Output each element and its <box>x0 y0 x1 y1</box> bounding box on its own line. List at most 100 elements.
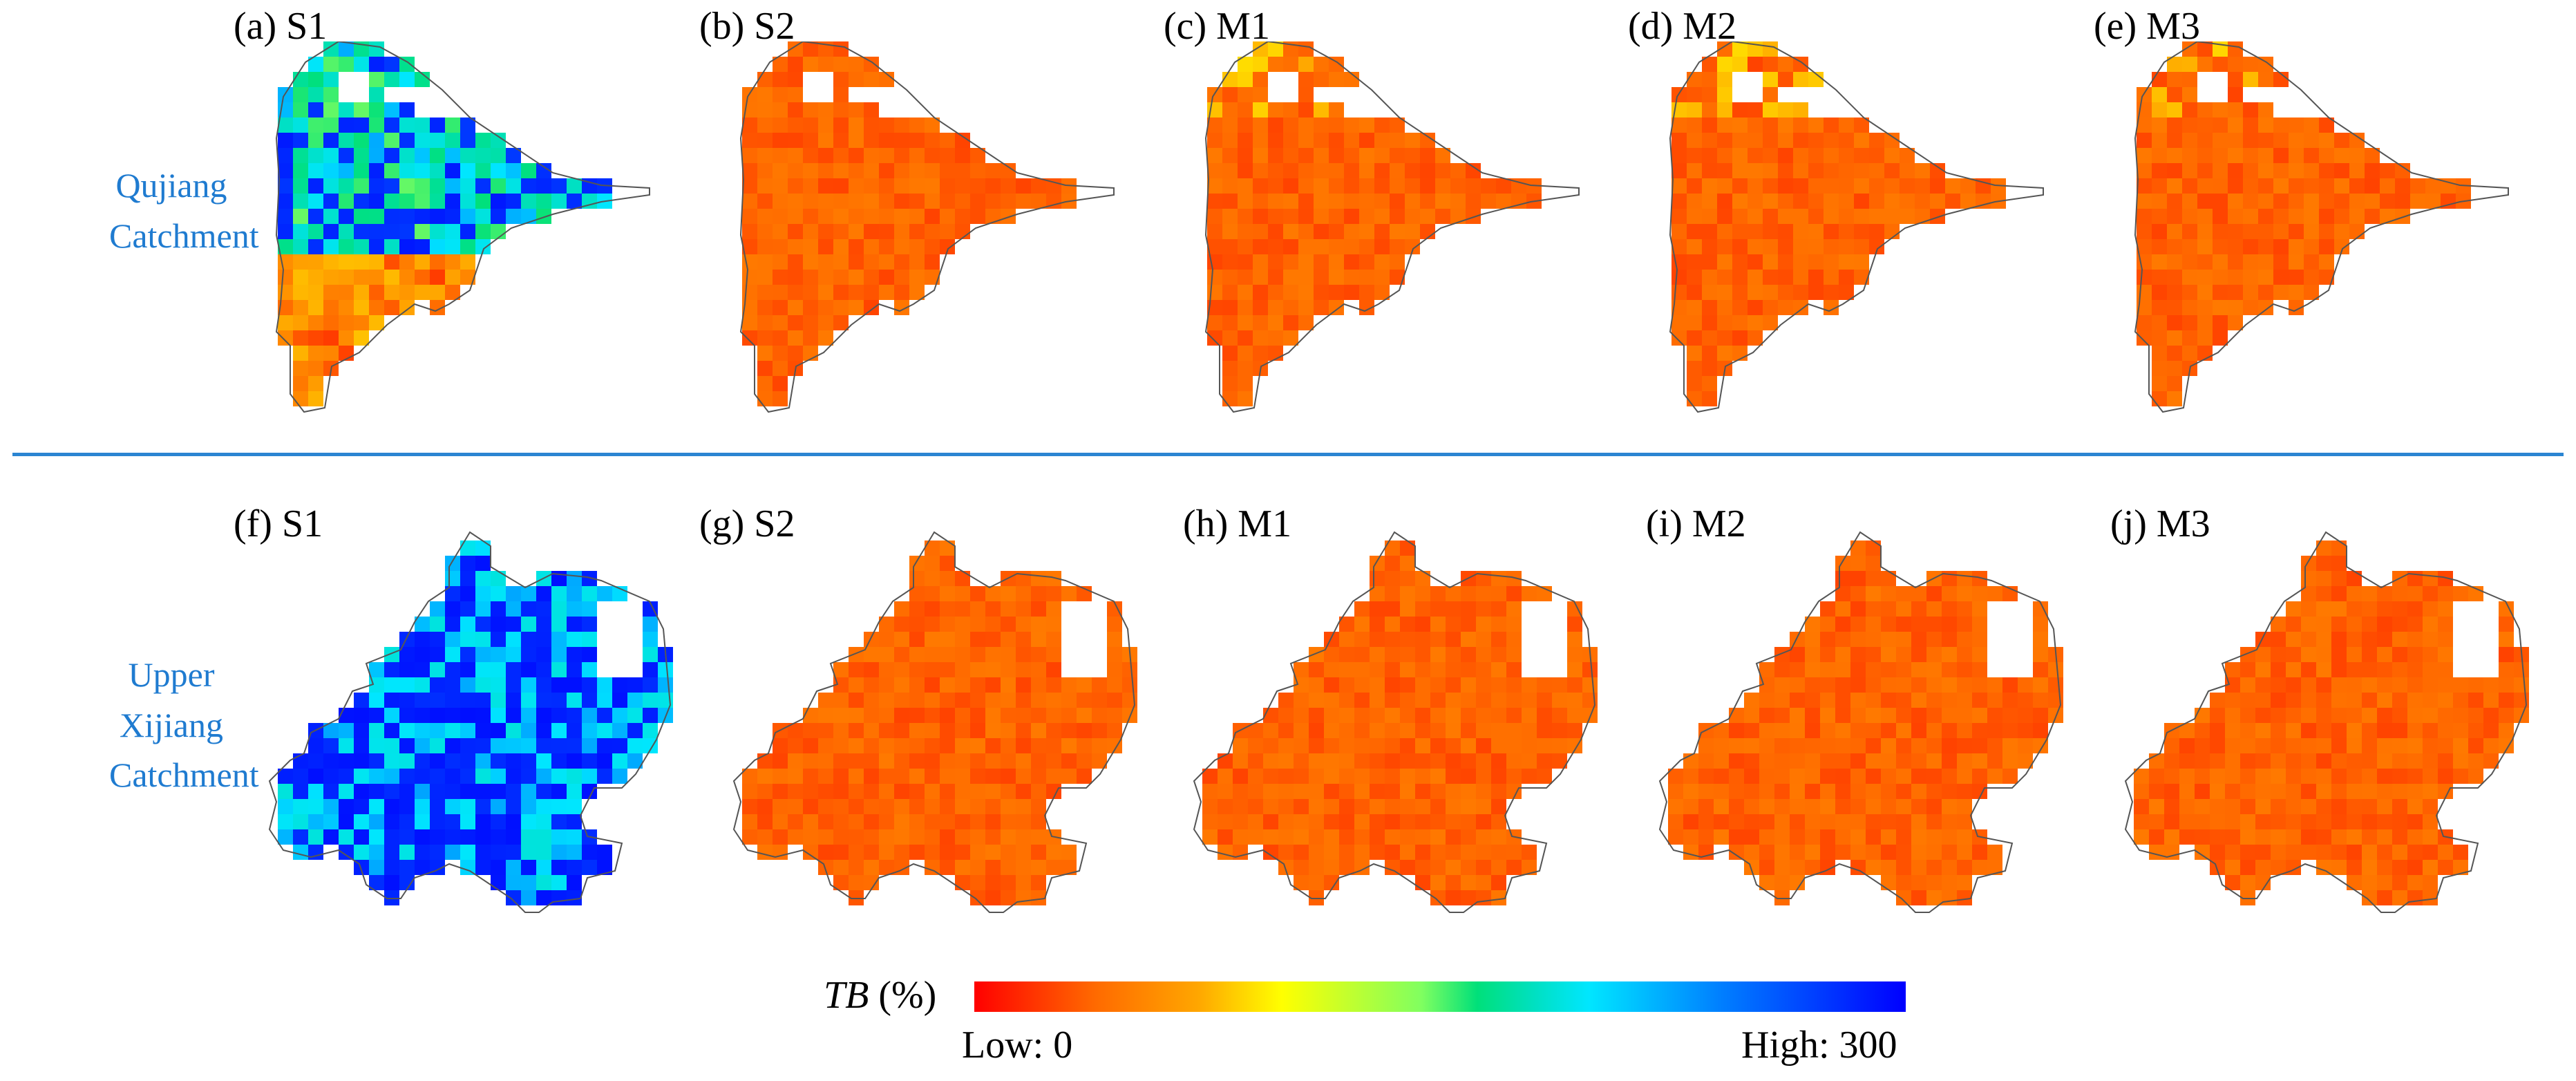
tb-grid-cell <box>536 617 551 632</box>
tb-grid-cell <box>536 586 551 601</box>
tb-grid-cell <box>551 662 567 677</box>
tb-grid-cell <box>1835 708 1850 723</box>
tb-grid-cell <box>1717 178 1732 194</box>
tb-grid-cell <box>1506 784 1522 799</box>
tb-grid-cell <box>1415 571 1430 586</box>
tb-grid-cell <box>1671 285 1687 300</box>
tb-grid-cell <box>2137 315 2152 330</box>
tb-grid-cell <box>582 708 597 723</box>
tb-grid-cell <box>491 209 506 224</box>
tb-grid-cell <box>1911 647 1926 662</box>
tb-grid-cell <box>1238 194 1253 209</box>
tb-grid-cell <box>1430 753 1446 769</box>
tb-grid-cell <box>1344 194 1359 209</box>
tb-grid-cell <box>985 708 1001 723</box>
tb-grid-cell <box>2243 194 2258 209</box>
tb-grid-cell <box>1061 693 1077 708</box>
tb-grid-cell <box>1491 738 1506 753</box>
tb-grid-cell <box>1957 829 1972 845</box>
tb-grid-cell <box>1522 845 1537 860</box>
tb-grid-cell <box>1717 270 1732 285</box>
tb-grid-cell <box>627 708 643 723</box>
tb-grid-cell <box>2228 194 2243 209</box>
tb-grid-cell <box>757 118 773 133</box>
tb-grid-cell <box>1748 209 1763 224</box>
tb-grid-cell <box>773 178 788 194</box>
tb-grid-cell <box>1268 102 1283 118</box>
tb-grid-cell <box>1294 829 1309 845</box>
tb-grid-cell <box>1374 224 1390 239</box>
tb-grid-cell <box>308 361 323 376</box>
tb-grid-cell <box>1446 693 1461 708</box>
tb-grid-cell <box>308 87 323 102</box>
tb-grid-cell <box>1793 239 1808 254</box>
tb-grid-cell <box>2438 738 2453 753</box>
tb-grid-cell <box>323 738 339 753</box>
tb-grid-cell <box>293 300 308 315</box>
tb-grid-cell <box>399 270 415 285</box>
tb-grid-cell <box>384 72 399 87</box>
tb-grid-cell <box>849 647 864 662</box>
tb-grid-cell <box>567 601 582 617</box>
tb-grid-cell <box>1278 753 1294 769</box>
tb-grid-cell <box>2438 601 2453 617</box>
tb-grid-cell <box>1298 315 1314 330</box>
tb-grid-cell <box>1942 723 1957 738</box>
tb-grid-cell <box>2304 178 2319 194</box>
tb-grid-cell <box>339 57 354 72</box>
tb-grid-cell <box>2167 254 2182 270</box>
tb-grid-cell <box>2197 118 2213 133</box>
tb-grid-cell <box>1793 72 1808 87</box>
tb-grid-cell <box>2347 723 2362 738</box>
tb-grid-cell <box>308 194 323 209</box>
tb-grid-cell <box>430 239 445 254</box>
tb-grid-cell <box>2213 330 2228 346</box>
tb-grid-cell <box>445 784 460 799</box>
tb-grid-cell <box>1774 860 1790 875</box>
tb-grid-cell <box>1238 330 1253 346</box>
tb-grid-cell <box>818 57 833 72</box>
tb-grid-cell <box>293 346 308 361</box>
tb-grid-cell <box>430 133 445 148</box>
tb-grid-cell <box>2134 784 2149 799</box>
tb-grid-cell <box>2167 163 2182 178</box>
tb-grid-cell <box>1370 814 1385 829</box>
tb-grid-cell <box>788 829 803 845</box>
tb-grid-cell <box>460 799 475 814</box>
tb-grid-cell <box>2225 738 2240 753</box>
tb-grid-cell <box>1222 391 1238 406</box>
tb-grid-cell <box>1717 194 1732 209</box>
tb-grid-cell <box>1805 632 1820 647</box>
tb-grid-cell <box>415 148 430 163</box>
tb-grid-cell <box>833 799 849 814</box>
tb-grid-cell <box>323 784 339 799</box>
tb-grid-cell <box>1763 209 1778 224</box>
tb-grid-cell <box>2392 677 2407 693</box>
tb-grid-cell <box>1253 133 1268 148</box>
tb-grid-cell <box>1567 647 1582 662</box>
tb-grid-cell <box>1522 708 1537 723</box>
tb-grid-cell <box>1461 677 1476 693</box>
tb-grid-cell <box>1298 118 1314 133</box>
tb-grid-cell <box>2362 875 2377 890</box>
tb-grid-cell <box>627 753 643 769</box>
tb-grid-cell <box>506 209 521 224</box>
tb-grid-cell <box>293 769 308 784</box>
tb-grid-cell <box>415 784 430 799</box>
tb-grid-cell <box>1915 178 1930 194</box>
tb-grid-cell <box>2392 601 2407 617</box>
tb-grid-cell <box>2319 178 2334 194</box>
tb-grid-cell <box>612 769 627 784</box>
tb-grid-cell <box>1774 845 1790 860</box>
tb-grid-cell <box>803 163 818 178</box>
tb-grid-cell <box>1552 693 1567 708</box>
tb-grid-cell <box>1866 829 1881 845</box>
tb-grid-cell <box>925 723 940 738</box>
tb-grid-cell <box>1687 361 1702 376</box>
tb-grid-cell <box>2331 601 2347 617</box>
tb-grid-cell <box>1222 102 1238 118</box>
tb-grid-cell <box>354 845 369 860</box>
tb-grid-cell <box>506 769 521 784</box>
tb-grid-cell <box>2152 361 2167 376</box>
tb-grid-cell <box>1329 270 1344 285</box>
